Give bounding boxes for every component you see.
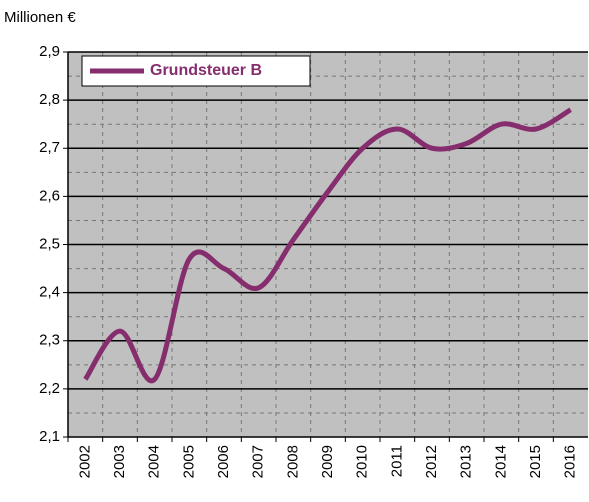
y-tick-label: 2,7 (39, 139, 60, 156)
x-tick-label: 2015 (527, 445, 544, 478)
x-tick-label: 2012 (423, 445, 440, 478)
x-tick-label: 2002 (76, 445, 93, 478)
y-tick-label: 2,9 (39, 43, 60, 60)
x-tick-label: 2013 (458, 445, 475, 478)
y-tick-label: 2,6 (39, 187, 60, 204)
y-tick-label: 2,1 (39, 428, 60, 445)
legend-label: Grundsteuer B (150, 62, 262, 79)
series-line (83, 107, 572, 384)
x-tick-label: 2005 (180, 445, 197, 478)
x-tick-label: 2003 (111, 445, 128, 478)
x-tick-label: 2016 (562, 445, 579, 478)
y-tick-label: 2,3 (39, 332, 60, 349)
y-tick-label: 2,5 (39, 235, 60, 252)
y-axis-label: Millionen € (4, 9, 76, 26)
y-tick-label: 2,4 (39, 284, 60, 301)
x-tick-label: 2014 (492, 445, 509, 478)
x-tick-label: 2007 (250, 445, 267, 478)
x-tick-label: 2011 (388, 445, 405, 477)
y-tick-label: 2,8 (39, 91, 60, 108)
x-tick-label: 2006 (215, 445, 232, 478)
x-tick-label: 2009 (319, 445, 336, 478)
x-tick-label: 2008 (284, 445, 301, 478)
y-tick-label: 2,2 (39, 380, 60, 397)
x-tick-label: 2010 (354, 445, 371, 478)
x-tick-label: 2004 (146, 445, 163, 478)
